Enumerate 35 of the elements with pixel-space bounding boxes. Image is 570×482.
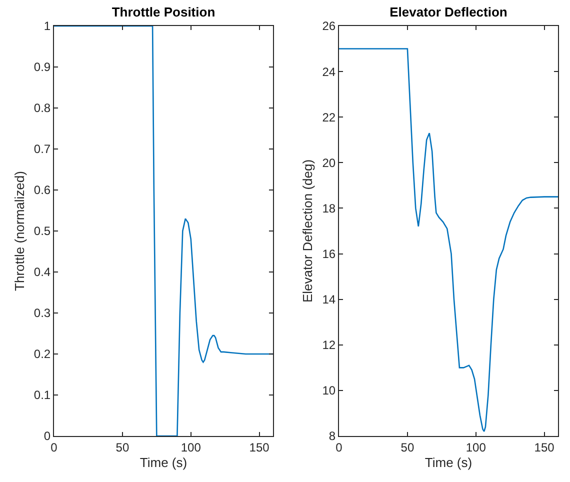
chart-title: Elevator Deflection [390, 4, 508, 20]
x-tick-label: 50 [400, 440, 414, 454]
y-tick-label: 0.2 [34, 347, 51, 362]
x-tick-label: 150 [249, 440, 270, 454]
y-tick-label: 14 [322, 292, 336, 307]
y-tick-label: 0.5 [34, 224, 51, 238]
y-tick-label: 0.6 [34, 183, 51, 198]
y-tick-label: 1 [44, 19, 51, 34]
y-tick-label: 10 [322, 384, 336, 398]
x-axis-title: Time (s) [424, 455, 472, 470]
y-tick-label: 0 [44, 429, 51, 444]
y-tick-label: 12 [322, 338, 336, 352]
y-tick-label: 0.4 [34, 265, 51, 280]
chart-title: Throttle Position [112, 4, 216, 20]
y-tick-label: 16 [322, 246, 336, 261]
y-tick-label: 18 [322, 201, 336, 216]
y-tick-label: 0.3 [34, 306, 51, 320]
x-tick-label: 100 [466, 440, 486, 454]
y-tick-label: 20 [322, 156, 336, 170]
x-axis-title: Time (s) [140, 455, 188, 470]
y-tick-label: 0.9 [34, 60, 51, 74]
y-axis-title: Throttle (normalized) [12, 171, 27, 291]
x-tick-label: 50 [116, 440, 130, 454]
y-tick-label: 24 [322, 64, 336, 79]
y-tick-label: 8 [328, 429, 336, 444]
y-tick-label: 0.7 [34, 142, 51, 156]
line-series [54, 26, 273, 436]
y-tick-label: 22 [322, 110, 336, 124]
y-tick-label: 0.8 [34, 101, 51, 116]
x-tick-label: 150 [534, 440, 555, 454]
y-axis-title: Elevator Deflection (deg) [300, 159, 316, 303]
line-series [339, 48, 558, 432]
y-tick-label: 0.1 [34, 388, 51, 402]
x-tick-label: 100 [180, 440, 202, 454]
y-tick-label: 26 [322, 19, 336, 34]
